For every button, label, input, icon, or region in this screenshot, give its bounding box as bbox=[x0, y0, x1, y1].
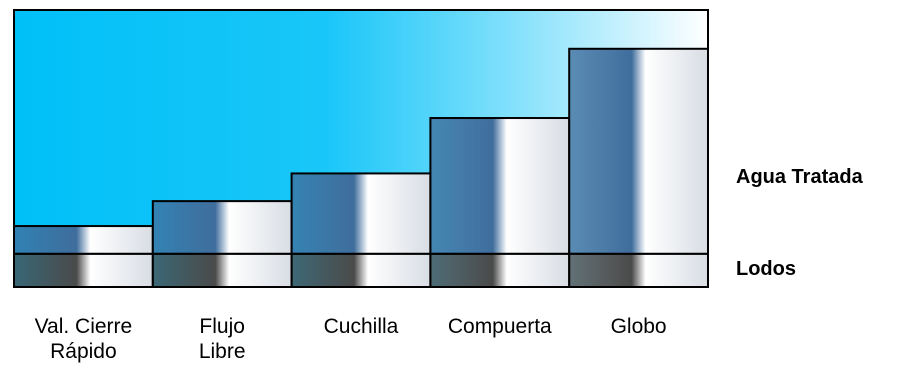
category-label: Globo bbox=[570, 314, 708, 339]
bar-segment bbox=[14, 254, 153, 287]
category-label: Flujo Libre bbox=[153, 314, 291, 364]
series-label: Agua Tratada bbox=[736, 166, 863, 189]
bar-segment bbox=[14, 226, 153, 254]
bar-segment bbox=[153, 254, 292, 287]
category-label: Compuerta bbox=[431, 314, 569, 339]
chart: Val. Cierre RápidoFlujo LibreCuchillaCom… bbox=[0, 0, 910, 373]
series-label: Lodos bbox=[736, 258, 796, 281]
bar-segment bbox=[292, 173, 431, 253]
bar-segment bbox=[430, 118, 569, 254]
bar-segment bbox=[569, 254, 708, 287]
bar-segment bbox=[292, 254, 431, 287]
bar-segment bbox=[153, 201, 292, 254]
bar-segment bbox=[430, 254, 569, 287]
category-label: Cuchilla bbox=[292, 314, 430, 339]
bar-segment bbox=[569, 49, 708, 254]
category-label: Val. Cierre Rápido bbox=[14, 314, 152, 364]
